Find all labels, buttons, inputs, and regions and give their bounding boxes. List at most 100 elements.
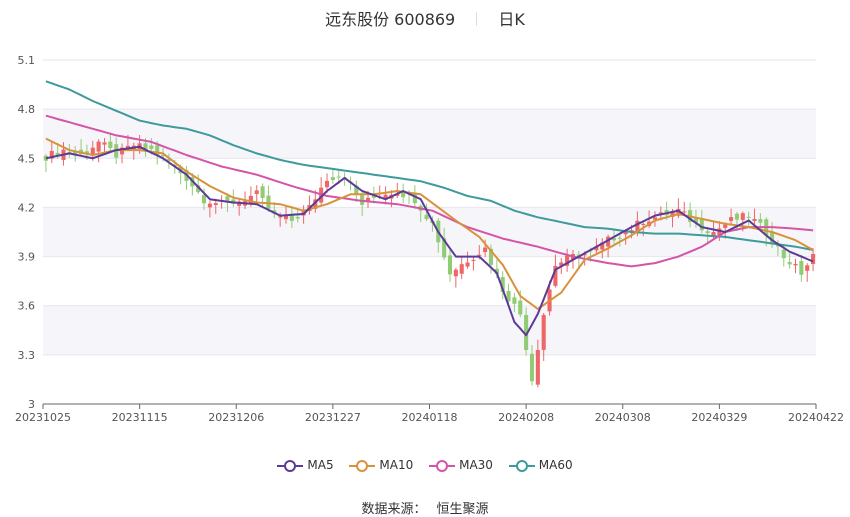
legend-marker-ma60 (508, 459, 535, 472)
period-label[interactable]: 日K (498, 10, 525, 29)
candle-body (254, 190, 259, 195)
y-tick-label: 3.9 (18, 251, 36, 264)
x-tick-label: 20231227 (305, 411, 361, 424)
candle-body (787, 262, 792, 265)
legend-item-ma60[interactable]: MA60 (508, 458, 573, 473)
candle-body (412, 192, 417, 204)
chart-title: 远东股份 600869 日K (0, 6, 850, 30)
candle-body (752, 218, 757, 222)
x-tick-label: 20240422 (788, 411, 844, 424)
candle-body (793, 263, 798, 266)
candle-body (529, 353, 535, 382)
candle-body (617, 237, 622, 239)
legend-item-ma10[interactable]: MA10 (349, 458, 413, 473)
candle-body (360, 194, 365, 205)
candle-body (201, 194, 207, 204)
candle-body (606, 236, 611, 247)
candle-body (518, 300, 523, 315)
ma30-line (45, 114, 814, 268)
ma5-line (45, 145, 814, 337)
candle-body (565, 255, 570, 266)
candle-body (483, 247, 488, 253)
candle-body (658, 212, 663, 214)
candle-body (125, 145, 130, 149)
candle-body (55, 152, 60, 156)
candle-body (729, 217, 734, 221)
candle-body (635, 220, 640, 233)
candle-body (553, 265, 558, 286)
candle-body (102, 142, 107, 145)
candle-body (734, 213, 739, 220)
candle-body (149, 145, 154, 149)
data-source-value: 恒生聚源 (436, 502, 489, 517)
candle-body (781, 249, 786, 259)
candle-body (594, 246, 599, 251)
legend-item-ma5[interactable]: MA5 (277, 458, 334, 473)
legend-marker-ma5 (277, 459, 304, 472)
candle-body (811, 253, 816, 265)
candle-body (196, 185, 201, 193)
candle-body (289, 214, 294, 221)
candle-body (758, 219, 763, 223)
candle-body (471, 259, 476, 261)
candle-body (248, 195, 253, 204)
candle-body (143, 143, 148, 149)
candle-body (330, 177, 335, 181)
candle-body (740, 213, 745, 220)
candlestick-chart: 3 3.3 3.6 3.9 4.2 4.5 4.8 5.1 20231025 20231115 20… (15, 54, 844, 424)
candle-body (488, 248, 494, 265)
candle-body (160, 155, 166, 157)
candle-body (682, 211, 687, 213)
legend-label-ma5: MA5 (307, 458, 334, 473)
candle-body (324, 180, 330, 188)
candle-body (805, 265, 810, 271)
candle-body (641, 223, 646, 225)
candle-body (49, 151, 54, 159)
x-tick-label: 20231115 (112, 411, 168, 424)
candle-body (295, 216, 300, 219)
candle-body (746, 216, 751, 218)
title-separator (476, 12, 478, 26)
candle-body (559, 262, 564, 266)
candle-body (500, 277, 505, 292)
x-tick-label: 20231206 (208, 411, 264, 424)
candle-body (383, 194, 388, 200)
candle-body (424, 214, 429, 220)
candle-body (723, 224, 728, 228)
candle-body (354, 185, 359, 194)
candle-body (629, 230, 634, 232)
candle-body (506, 291, 511, 302)
candle-body (524, 314, 529, 351)
x-tick-label: 20240118 (402, 411, 458, 424)
y-tick-label: 4.8 (18, 103, 36, 116)
candle-body (108, 141, 113, 149)
y-tick-label: 3 (28, 398, 35, 411)
legend-item-ma30[interactable]: MA30 (429, 458, 493, 473)
candle-body (207, 203, 212, 208)
candle-body (494, 268, 499, 275)
candle-body (278, 216, 283, 218)
data-source-label: 数据来源： (361, 502, 427, 517)
candle-body (155, 145, 160, 156)
candle-body (693, 217, 699, 223)
x-tick-label: 20240208 (498, 411, 554, 424)
candle-body (260, 186, 265, 198)
candle-body (442, 238, 447, 258)
y-tick-label: 3.3 (18, 349, 36, 362)
candle-body (401, 190, 406, 198)
candle-body (96, 141, 101, 152)
candle-body (283, 215, 289, 220)
chart-title-text: 远东股份 600869 (325, 10, 456, 29)
candle-body (225, 196, 230, 202)
legend: MA5 MA10 MA30 MA60 (0, 458, 850, 473)
candle-body (670, 211, 675, 217)
candle-body (365, 197, 371, 202)
candle-body (447, 255, 453, 275)
legend-marker-ma30 (429, 459, 456, 472)
candle-body (676, 208, 681, 216)
legend-label-ma30: MA30 (459, 458, 493, 473)
y-tick-label: 5.1 (18, 54, 36, 67)
candle-body (623, 232, 628, 235)
grid-band (43, 305, 816, 355)
candle-body (84, 151, 89, 154)
